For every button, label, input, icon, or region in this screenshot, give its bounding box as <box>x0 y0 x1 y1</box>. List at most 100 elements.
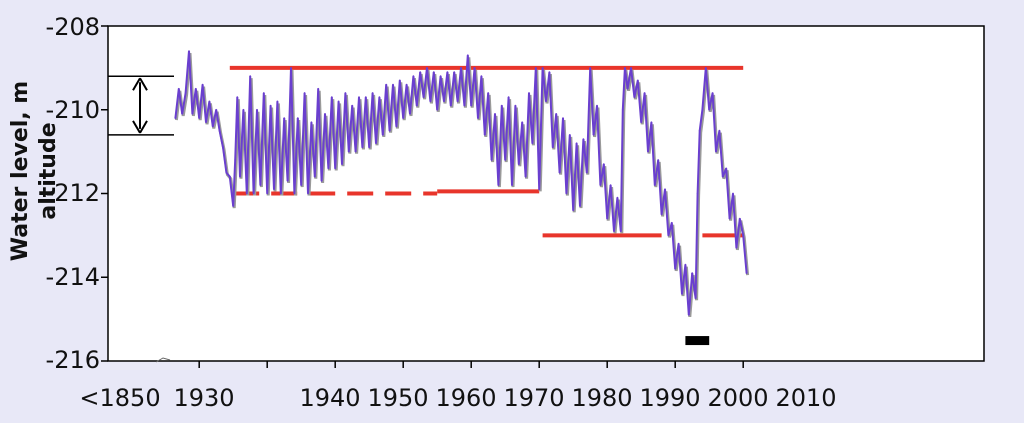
data-point <box>273 188 275 191</box>
data-point <box>361 146 364 149</box>
data-point <box>606 217 609 220</box>
data-point <box>626 87 629 90</box>
data-point <box>708 108 711 111</box>
data-point <box>358 96 360 99</box>
data-point <box>436 108 439 111</box>
data-point <box>395 125 398 128</box>
data-point <box>300 184 303 187</box>
data-point <box>174 117 177 119</box>
data-point <box>521 121 524 124</box>
data-point <box>624 67 626 69</box>
y-tick-label: -210 <box>45 96 100 124</box>
data-point <box>681 293 683 295</box>
data-point <box>477 117 479 119</box>
data-point <box>585 171 588 174</box>
data-point <box>670 221 673 224</box>
amplitude-arrow-head-down <box>132 120 148 134</box>
data-point <box>619 230 622 233</box>
data-point <box>181 113 184 115</box>
data-point <box>504 159 507 161</box>
data-point <box>621 108 624 111</box>
data-point <box>453 71 456 73</box>
data-point <box>711 92 714 94</box>
data-point <box>446 71 449 73</box>
data-point <box>429 100 432 103</box>
data-point <box>674 268 677 270</box>
data-point <box>412 75 415 78</box>
data-point <box>684 263 687 266</box>
data-point <box>426 67 428 69</box>
x-tick-label: 1970 <box>503 384 565 412</box>
data-point <box>215 108 218 111</box>
data-point <box>721 175 724 178</box>
data-point <box>368 146 371 149</box>
data-point <box>252 192 255 195</box>
data-point <box>208 100 211 103</box>
data-point <box>191 113 194 115</box>
data-point <box>283 117 286 119</box>
data-point <box>664 188 666 191</box>
data-point <box>385 83 388 86</box>
data-point <box>657 159 660 161</box>
data-point <box>303 92 306 94</box>
data-point <box>640 121 643 124</box>
data-point <box>388 129 391 132</box>
data-point <box>341 163 343 166</box>
data-point <box>487 92 490 94</box>
data-point <box>466 54 469 57</box>
data-point <box>222 146 224 149</box>
data-point <box>531 142 534 145</box>
series-line <box>174 51 748 315</box>
data-point <box>432 71 435 73</box>
x-tick-label: 2010 <box>775 384 837 412</box>
data-point <box>439 75 442 78</box>
x-tick-label: 1950 <box>367 384 429 412</box>
data-point <box>460 67 462 69</box>
data-point <box>660 213 663 216</box>
data-point <box>232 205 235 208</box>
data-point <box>364 96 367 99</box>
data-point <box>330 96 333 99</box>
data-point <box>514 104 517 107</box>
data-point <box>728 217 731 220</box>
data-point <box>398 79 401 82</box>
data-point <box>276 100 279 103</box>
y-tick-label: -212 <box>45 179 100 207</box>
data-point <box>636 79 639 82</box>
data-point <box>698 129 701 132</box>
x-tick-label: 1940 <box>299 384 361 412</box>
data-point <box>589 67 592 69</box>
data-point <box>528 92 530 94</box>
data-point <box>696 192 699 195</box>
data-point <box>456 100 459 103</box>
y-tick-label: -216 <box>45 346 100 374</box>
data-point <box>545 100 547 103</box>
data-point <box>290 67 292 69</box>
data-point <box>633 96 636 99</box>
data-point <box>507 96 510 99</box>
data-point <box>415 104 418 107</box>
data-point <box>405 83 408 86</box>
data-point <box>327 167 330 170</box>
data-point <box>687 314 690 316</box>
data-point <box>225 171 228 174</box>
data-point <box>483 134 486 136</box>
data-point <box>579 205 581 208</box>
data-point <box>558 171 561 174</box>
data-point <box>344 92 347 94</box>
data-point <box>568 134 571 136</box>
data-point <box>381 134 384 136</box>
data-point <box>307 192 309 195</box>
data-point <box>596 104 598 107</box>
data-point <box>538 188 541 191</box>
data-point <box>497 184 500 187</box>
data-point <box>286 180 289 182</box>
data-point <box>236 96 239 99</box>
data-point <box>320 180 323 182</box>
data-point <box>266 192 269 195</box>
data-point <box>653 184 656 187</box>
data-point <box>745 272 748 274</box>
data-point <box>677 242 680 245</box>
data-point <box>262 92 265 94</box>
